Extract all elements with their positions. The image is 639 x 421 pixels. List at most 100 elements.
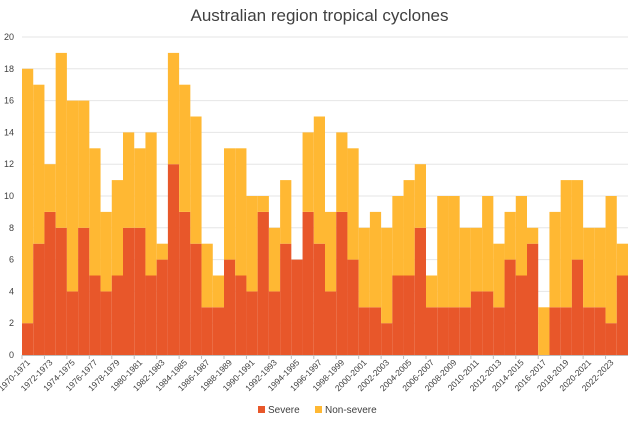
bar-severe (369, 307, 382, 355)
bar-severe (403, 275, 415, 355)
bar-non-severe (504, 211, 516, 260)
bar-non-severe (560, 180, 572, 308)
bar-severe (392, 275, 404, 355)
bar-non-severe (257, 196, 269, 212)
bar-severe (201, 307, 213, 355)
bar-severe (549, 307, 561, 355)
bar-non-severe (381, 227, 393, 324)
chart-title: Australian region tropical cyclones (191, 6, 449, 25)
legend-swatch-non-severe (315, 406, 322, 413)
bar-severe (594, 307, 606, 355)
bar-non-severe (549, 211, 561, 308)
bar-non-severe (369, 211, 382, 308)
bar-severe (493, 307, 505, 355)
bar-non-severe (22, 68, 34, 324)
bar-non-severe (538, 307, 550, 355)
bar-non-severe (111, 180, 123, 276)
bar-non-severe (325, 211, 337, 292)
bar-non-severe (414, 164, 426, 228)
legend-label-non-severe: Non-severe (325, 405, 377, 416)
legend-label-severe: Severe (268, 405, 300, 416)
bar-severe (313, 243, 325, 355)
bar-severe (156, 259, 168, 355)
bars (22, 52, 628, 355)
bar-severe (66, 291, 79, 355)
bar-severe (325, 291, 337, 355)
bar-severe (167, 164, 180, 355)
bar-severe (605, 323, 617, 355)
bar-non-severe (605, 196, 617, 324)
bar-severe (358, 307, 370, 355)
bar-severe (22, 323, 34, 355)
bar-severe (560, 307, 572, 355)
y-tick-label: 16 (4, 96, 14, 106)
bar-non-severe (167, 52, 180, 165)
bar-non-severe (493, 243, 505, 308)
bar-non-severe (437, 196, 449, 308)
bar-severe (55, 227, 67, 355)
legend: Severe Non-severe (258, 405, 377, 416)
bar-severe (437, 307, 449, 355)
bar-severe (527, 243, 539, 355)
y-tick-label: 20 (4, 32, 14, 42)
bar-non-severe (235, 148, 247, 276)
bar-non-severe (302, 132, 314, 212)
bar-severe (235, 275, 247, 355)
bar-non-severe (268, 227, 281, 292)
bar-non-severe (583, 227, 595, 308)
bar-non-severe (358, 227, 370, 308)
bar-severe (33, 243, 45, 355)
bar-severe (448, 307, 460, 355)
bar-non-severe (482, 196, 494, 292)
bar-non-severe (100, 211, 112, 292)
bar-non-severe (280, 180, 292, 244)
bar-non-severe (527, 227, 539, 244)
bar-non-severe (403, 180, 415, 276)
bar-non-severe (470, 227, 483, 292)
bar-non-severe (66, 100, 79, 292)
bar-severe (268, 291, 281, 355)
bar-non-severe (246, 196, 258, 292)
bar-severe (414, 227, 426, 355)
bar-severe (482, 291, 494, 355)
bar-severe (224, 259, 236, 355)
y-tick-label: 4 (9, 286, 14, 296)
bar-severe (89, 275, 101, 355)
bar-non-severe (571, 180, 584, 260)
y-tick-label: 10 (4, 191, 14, 201)
bar-severe (336, 211, 348, 355)
bar-severe (571, 259, 584, 355)
bar-severe (470, 291, 483, 355)
bar-severe (381, 323, 393, 355)
bar-severe (212, 307, 224, 355)
bar-non-severe (212, 275, 224, 308)
bar-severe (504, 259, 516, 355)
y-tick-label: 2 (9, 318, 14, 328)
bar-severe (515, 275, 527, 355)
bar-non-severe (44, 164, 56, 212)
bar-severe (134, 227, 146, 355)
y-tick-label: 12 (4, 159, 14, 169)
bar-non-severe (616, 243, 628, 276)
bar-severe (426, 307, 438, 355)
bar-non-severe (78, 100, 90, 228)
bar-non-severe (33, 84, 45, 244)
legend-swatch-severe (258, 406, 265, 413)
bar-non-severe (190, 116, 202, 244)
bar-non-severe (123, 132, 135, 228)
bar-non-severe (313, 116, 325, 244)
bar-severe (145, 275, 157, 355)
bar-non-severe (201, 243, 213, 308)
y-tick-label: 6 (9, 255, 14, 265)
bar-non-severe (156, 243, 168, 260)
bar-non-severe (515, 196, 527, 276)
bar-non-severe (448, 196, 460, 308)
bar-non-severe (459, 227, 471, 308)
bar-non-severe (179, 84, 191, 212)
bar-severe (291, 259, 303, 355)
bar-severe (78, 227, 90, 355)
bar-severe (616, 275, 628, 355)
bar-non-severe (224, 148, 236, 260)
bar-severe (123, 227, 135, 355)
bar-severe (583, 307, 595, 355)
